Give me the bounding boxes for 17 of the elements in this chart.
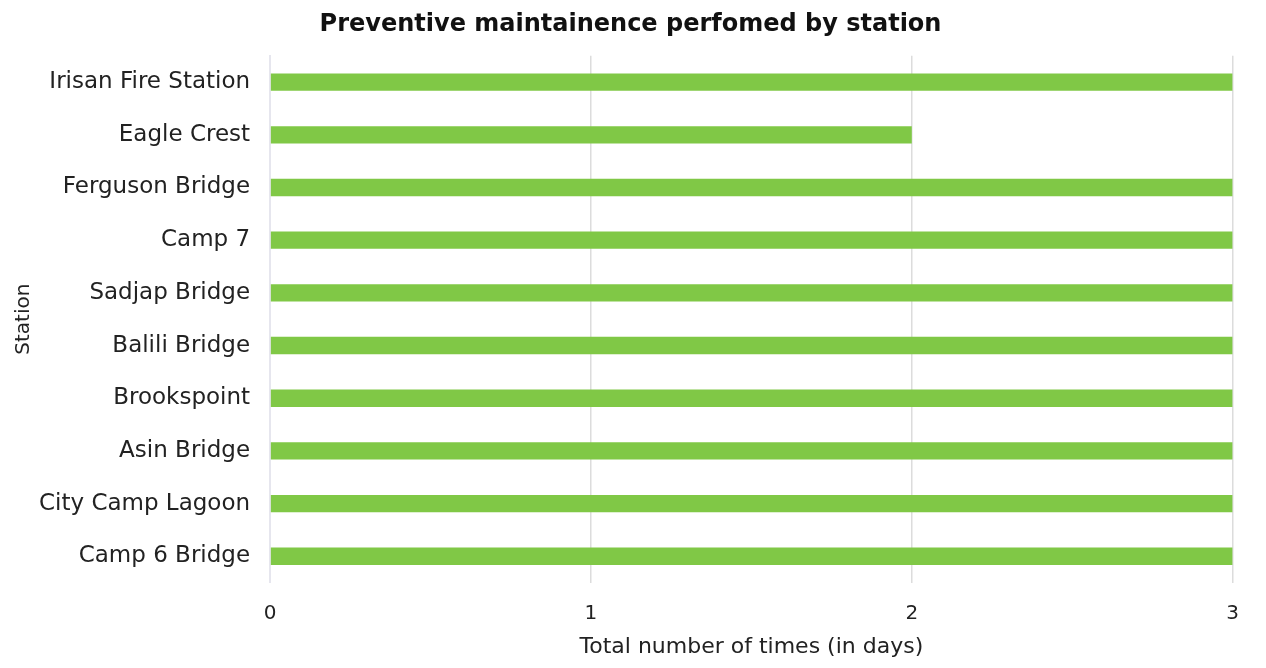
x-axis-title: Total number of times (in days) bbox=[578, 632, 924, 658]
y-tick-label: Eagle Crest bbox=[118, 119, 251, 146]
y-tick-label: Asin Bridge bbox=[119, 435, 251, 462]
y-tick-label: Brookspoint bbox=[113, 383, 251, 410]
x-tick-label: 3 bbox=[1226, 599, 1239, 624]
y-tick-label: Irisan Fire Station bbox=[49, 67, 251, 94]
y-tick-label: Camp 6 Bridge bbox=[78, 541, 251, 568]
y-tick-label: Ferguson Bridge bbox=[62, 172, 251, 199]
y-tick-label: Camp 7 bbox=[160, 225, 251, 252]
chart-title: Preventive maintainence perfomed by station bbox=[319, 8, 942, 37]
x-tick-label: 2 bbox=[905, 599, 919, 624]
y-tick-label: Sadjap Bridge bbox=[89, 277, 251, 304]
y-axis-title: Station bbox=[10, 283, 35, 355]
y-tick-label: Balili Bridge bbox=[112, 330, 251, 357]
x-tick-label: 1 bbox=[584, 599, 598, 624]
x-tick-label: 0 bbox=[263, 599, 277, 624]
y-tick-label: City Camp Lagoon bbox=[38, 488, 251, 515]
